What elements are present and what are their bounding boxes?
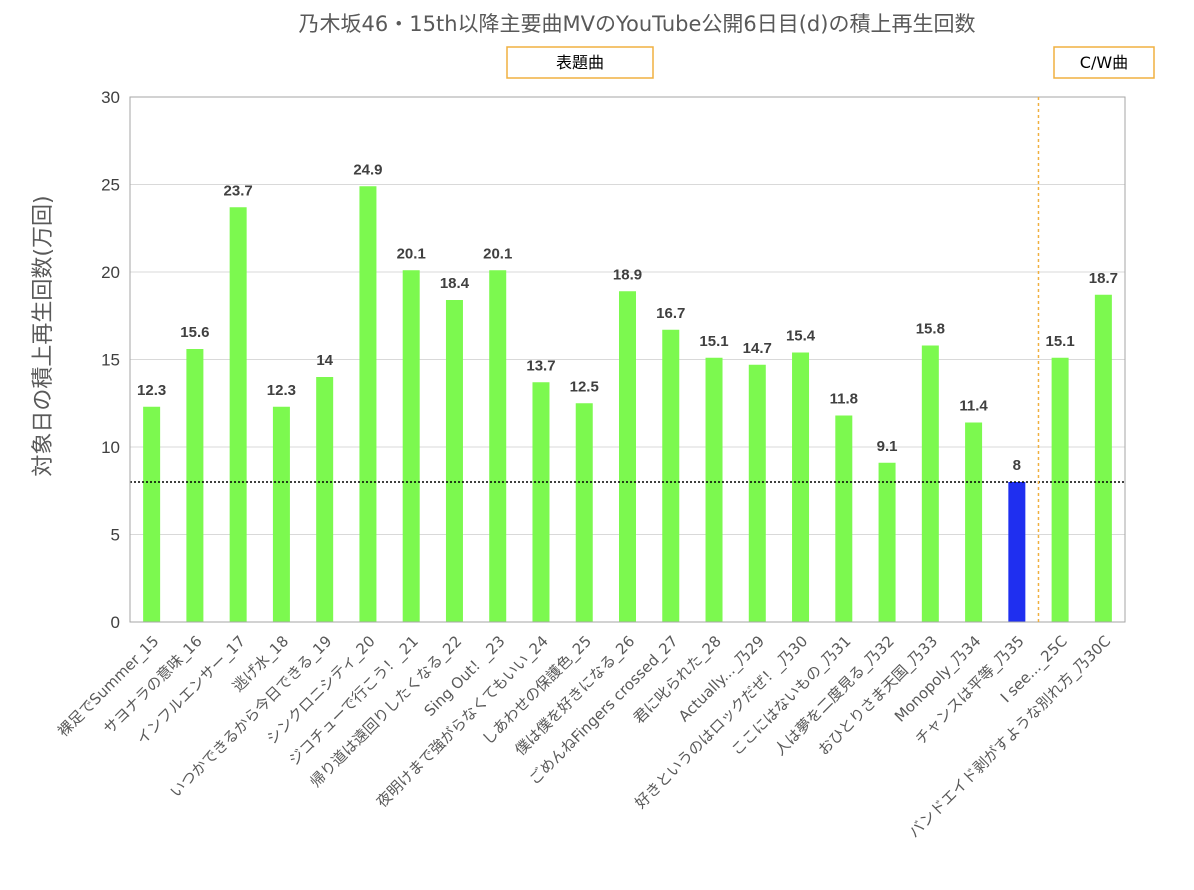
axes <box>129 96 1126 623</box>
data-label: 14 <box>316 352 333 369</box>
data-label: 11.4 <box>959 398 988 415</box>
bar <box>575 403 593 622</box>
bar <box>489 270 507 622</box>
group-label: C/W曲 <box>1080 53 1128 72</box>
data-label: 15.1 <box>1046 333 1075 350</box>
bars <box>143 186 1112 622</box>
bar <box>835 415 853 622</box>
data-label: 15.8 <box>916 321 945 338</box>
group-box-title-songs <box>506 46 654 79</box>
data-label: 15.6 <box>180 324 209 341</box>
bar <box>1008 482 1026 622</box>
y-tick-label: 30 <box>101 88 120 107</box>
y-tick-label: 0 <box>111 613 120 632</box>
data-label: 11.8 <box>830 391 858 408</box>
data-label: 20.1 <box>483 245 512 262</box>
data-label: 15.4 <box>786 328 816 345</box>
y-tick-label: 10 <box>101 438 120 457</box>
bar <box>532 382 550 622</box>
data-label: 15.1 <box>699 333 728 350</box>
bar <box>1051 357 1069 622</box>
bar <box>402 270 420 622</box>
data-label: 14.7 <box>743 340 772 357</box>
x-tick-label: バンドエイド剥がすような別れ方_乃30C <box>905 632 1115 842</box>
data-label: 9.1 <box>877 438 898 455</box>
group-box-cw-songs <box>1053 46 1155 79</box>
bar <box>792 352 810 622</box>
bar <box>229 207 247 622</box>
data-label: 23.7 <box>224 182 253 199</box>
bar <box>748 364 766 622</box>
bar <box>1094 294 1112 622</box>
y-tick-label: 5 <box>111 526 120 545</box>
data-label: 8 <box>1013 457 1021 474</box>
plot-frame <box>129 96 1126 623</box>
data-label: 18.4 <box>440 275 470 292</box>
data-label: 12.3 <box>267 382 296 399</box>
bar <box>316 377 334 622</box>
data-label: 12.5 <box>570 378 599 395</box>
data-label: 18.7 <box>1089 270 1118 287</box>
bar <box>143 406 161 622</box>
data-label: 20.1 <box>397 245 426 262</box>
bar <box>705 357 723 622</box>
data-label: 12.3 <box>137 382 166 399</box>
bar <box>878 462 896 622</box>
bar <box>662 329 680 622</box>
y-tick-label: 25 <box>101 176 120 195</box>
bar <box>619 291 636 622</box>
bar <box>359 186 377 622</box>
y-tick-label: 15 <box>101 351 120 370</box>
data-label: 16.7 <box>656 305 685 322</box>
y-tick-labels: 0 5 10 15 20 25 30 <box>101 88 120 632</box>
data-label: 18.9 <box>613 266 642 283</box>
data-label: 13.7 <box>526 357 555 374</box>
bar <box>921 345 939 622</box>
bar <box>272 406 290 622</box>
group-boxes: 表題曲 C/W曲 <box>506 46 1155 622</box>
data-labels: 12.3 15.6 23.7 12.3 14 24.9 20.1 18.4 20.1 13.7 12… <box>137 161 1118 474</box>
bar <box>965 422 983 622</box>
chart-title: 乃木坂46・15th以降主要曲MVのYouTube公開6日目(d)の積上再生回数 <box>298 12 976 36</box>
x-tick-labels: 裸足でSummer_15サヨナラの意味_16インフルエンサー_17逃げ水_18い… <box>54 632 1115 842</box>
data-label: 24.9 <box>353 161 382 178</box>
y-axis-label: 対象日の積上再生回数(万回) <box>31 195 56 476</box>
bar <box>445 300 463 622</box>
bar <box>186 349 204 622</box>
group-label: 表題曲 <box>556 53 604 72</box>
y-tick-label: 20 <box>101 263 120 282</box>
